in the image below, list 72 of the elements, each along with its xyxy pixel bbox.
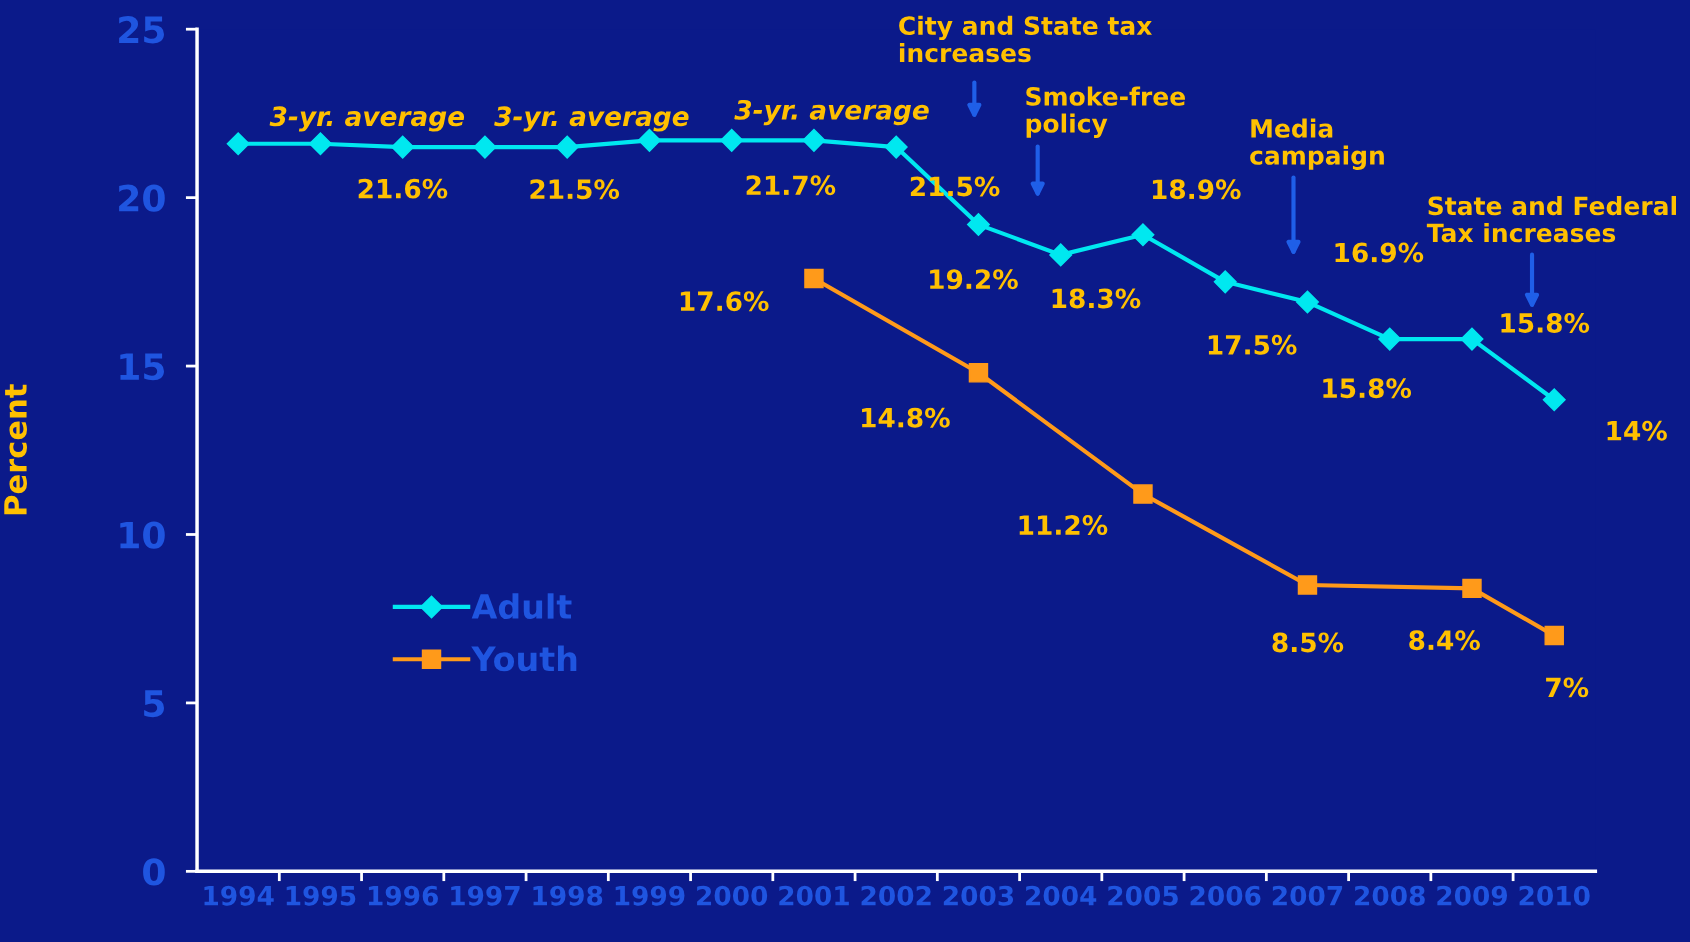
annotation: 3-yr. average bbox=[494, 106, 689, 132]
x-tick-label: 1998 bbox=[533, 885, 603, 906]
x-tick-label: 2008 bbox=[1355, 885, 1425, 906]
x-tick-label: 2000 bbox=[697, 885, 768, 906]
data-label: 17.6% bbox=[680, 291, 769, 312]
annotation: Media campaign bbox=[1250, 118, 1384, 170]
point bbox=[1131, 223, 1155, 247]
x-tick-label: 1999 bbox=[615, 885, 685, 906]
point bbox=[884, 135, 908, 159]
point bbox=[1049, 243, 1073, 267]
y-tick-label: 25 bbox=[119, 16, 164, 44]
data-label: 8.4% bbox=[1409, 630, 1480, 651]
point bbox=[1133, 484, 1153, 504]
point bbox=[1544, 625, 1564, 646]
point bbox=[1542, 388, 1566, 412]
data-label: 21.6% bbox=[358, 178, 448, 199]
legend-label: Adult bbox=[471, 593, 572, 620]
x-tick-label: 2009 bbox=[1437, 885, 1508, 906]
y-tick-label: 20 bbox=[119, 184, 165, 212]
annotation: State and Federal Tax increases bbox=[1426, 195, 1676, 243]
data-label: 15.8% bbox=[1501, 312, 1590, 333]
x-tick-label: 2006 bbox=[1190, 885, 1261, 906]
point bbox=[1460, 327, 1484, 351]
data-label: 7% bbox=[1546, 677, 1589, 698]
point bbox=[966, 213, 990, 237]
data-label: 19.2% bbox=[930, 269, 1018, 290]
point bbox=[1295, 290, 1319, 314]
y-axis-title: Percent bbox=[4, 384, 27, 515]
x-tick-label: 1995 bbox=[286, 885, 356, 906]
data-label: 17.5% bbox=[1208, 334, 1297, 355]
point bbox=[1297, 575, 1318, 595]
y-tick-label: 5 bbox=[144, 690, 164, 718]
data-label: 18.9% bbox=[1152, 179, 1241, 200]
data-label: 21.7% bbox=[746, 175, 836, 196]
x-tick-label: 2007 bbox=[1272, 885, 1343, 906]
x-tick-label: 2004 bbox=[1026, 885, 1097, 906]
data-label: 14% bbox=[1607, 420, 1667, 441]
x-tick-label: 2005 bbox=[1108, 885, 1178, 906]
data-label: 21.5% bbox=[530, 179, 620, 200]
annotation: 3-yr. average bbox=[734, 99, 929, 126]
data-label: 16.9% bbox=[1335, 242, 1424, 263]
point bbox=[308, 132, 332, 156]
data-label: 8.5% bbox=[1272, 632, 1344, 653]
point bbox=[968, 363, 989, 383]
data-label: 15.8% bbox=[1323, 378, 1412, 399]
x-tick-label: 2010 bbox=[1519, 885, 1590, 906]
x-tick-label: 2002 bbox=[861, 885, 931, 906]
point bbox=[1378, 327, 1402, 351]
point bbox=[555, 135, 579, 159]
annotation: Smoke-free policy bbox=[1026, 86, 1185, 138]
x-tick-label: 2003 bbox=[943, 885, 1014, 906]
point bbox=[1213, 270, 1237, 294]
point bbox=[804, 268, 824, 289]
data-label: 18.3% bbox=[1052, 288, 1141, 309]
annotation: City and State tax increases bbox=[899, 15, 1152, 63]
annotation: 3-yr. average bbox=[269, 106, 465, 132]
y-tick-label: 15 bbox=[120, 353, 164, 381]
y-tick-label: 10 bbox=[120, 521, 165, 549]
point bbox=[1462, 578, 1482, 599]
x-tick-label: 1996 bbox=[368, 885, 438, 906]
x-tick-label: 2001 bbox=[779, 885, 849, 906]
data-label: 11.2% bbox=[1019, 515, 1108, 536]
y-tick-label: 0 bbox=[143, 858, 165, 886]
point bbox=[226, 132, 250, 156]
data-label: 14.8% bbox=[862, 407, 950, 428]
x-tick-label: 1997 bbox=[451, 885, 520, 906]
point bbox=[473, 135, 497, 159]
point bbox=[802, 128, 826, 152]
legend-label: Youth bbox=[471, 645, 577, 672]
point bbox=[391, 135, 415, 159]
x-tick-label: 1994 bbox=[204, 885, 274, 906]
point bbox=[720, 128, 744, 152]
